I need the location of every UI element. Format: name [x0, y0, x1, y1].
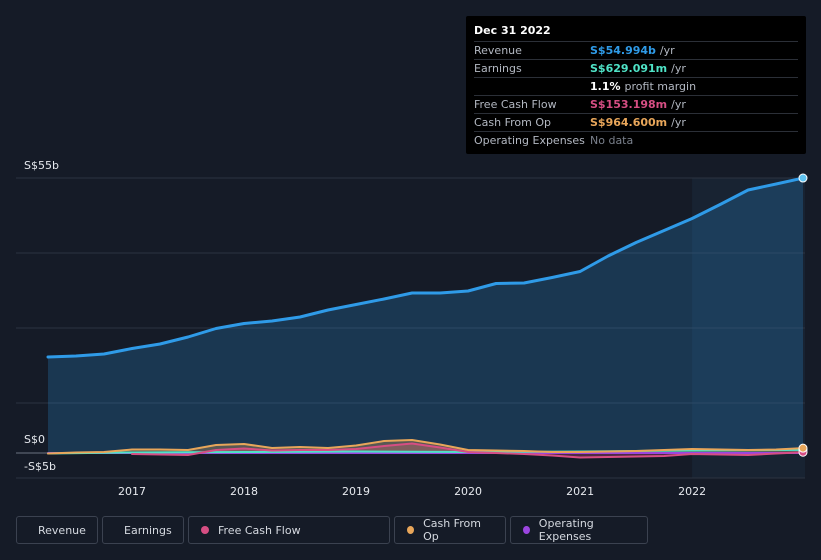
legend-item-earnings[interactable]: Earnings: [102, 516, 184, 544]
revenue-line: [46, 176, 805, 359]
cash-from-op-line: [47, 439, 804, 455]
tooltip-label: Cash From Op: [474, 116, 552, 129]
x-tick-2020: 2020: [454, 485, 482, 498]
y-label-zero: S$0: [24, 433, 45, 446]
tooltip-value: S$964.600m: [590, 116, 668, 129]
tooltip-unit: /yr: [671, 116, 686, 129]
tooltip-date: Dec 31 2022: [474, 23, 798, 42]
tooltip-value: S$54.994b: [590, 44, 656, 57]
legend-dot-icon: [407, 526, 415, 534]
tooltip-value: S$629.091m: [590, 62, 668, 75]
legend-item-revenue[interactable]: Revenue: [16, 516, 98, 544]
tooltip-value: 1.1%: [590, 80, 621, 93]
legend-item-free-cash-flow[interactable]: Free Cash Flow: [188, 516, 390, 544]
tooltip-unit: /yr: [671, 62, 686, 75]
legend-label: Cash From Op: [423, 517, 481, 543]
x-tick-2021: 2021: [566, 485, 594, 498]
tooltip-row: Cash From Op S$964.600m/yr: [474, 114, 798, 132]
tooltip-label: Operating Expenses: [474, 134, 585, 147]
revenue-end-marker: [798, 173, 808, 183]
tooltip-row: Operating Expenses No data: [474, 132, 798, 149]
tooltip-label: [474, 78, 590, 95]
y-label-top: S$55b: [24, 159, 59, 172]
tooltip-label: Revenue: [474, 44, 522, 57]
tooltip-row: Revenue S$54.994b/yr: [474, 42, 798, 60]
tooltip-row: Free Cash Flow S$153.198m/yr: [474, 96, 798, 114]
cash-from-op-end-marker: [798, 443, 808, 453]
legend-item-operating-expenses[interactable]: Operating Expenses: [510, 516, 648, 544]
x-tick-2019: 2019: [342, 485, 370, 498]
cash-from-op-area: [48, 440, 803, 454]
tooltip-row: 1.1% profit margin: [474, 78, 798, 96]
legend: Revenue Earnings Free Cash Flow Cash From O…: [16, 516, 648, 544]
tooltip-row: Earnings S$629.091m/yr: [474, 60, 798, 78]
tooltip-label: Free Cash Flow: [474, 98, 557, 111]
tooltip-panel: Dec 31 2022 Revenue S$54.994b/yr Earnings S…: [466, 16, 806, 154]
legend-label: Revenue: [38, 523, 86, 537]
free-cash-flow-line: [131, 442, 804, 459]
legend-item-cash-from-op[interactable]: Cash From Op: [394, 516, 506, 544]
tooltip-unit: /yr: [659, 44, 675, 57]
legend-dot-icon: [523, 526, 530, 534]
x-tick-2018: 2018: [230, 485, 258, 498]
tooltip-value: S$153.198m: [590, 98, 668, 111]
tooltip-unit: profit margin: [624, 80, 697, 93]
tooltip-unit: /yr: [671, 98, 686, 111]
x-tick-2022: 2022: [678, 485, 706, 498]
legend-label: Free Cash Flow: [218, 523, 301, 537]
legend-label: Earnings: [124, 523, 172, 537]
revenue-area: [48, 178, 803, 453]
legend-label: Operating Expenses: [538, 517, 594, 543]
legend-dot-icon: [201, 526, 209, 534]
x-tick-2017: 2017: [118, 485, 146, 498]
y-label-bottom: -S$5b: [24, 460, 56, 473]
tooltip-unit: No data: [590, 134, 634, 147]
tooltip-label: Earnings: [474, 62, 522, 75]
